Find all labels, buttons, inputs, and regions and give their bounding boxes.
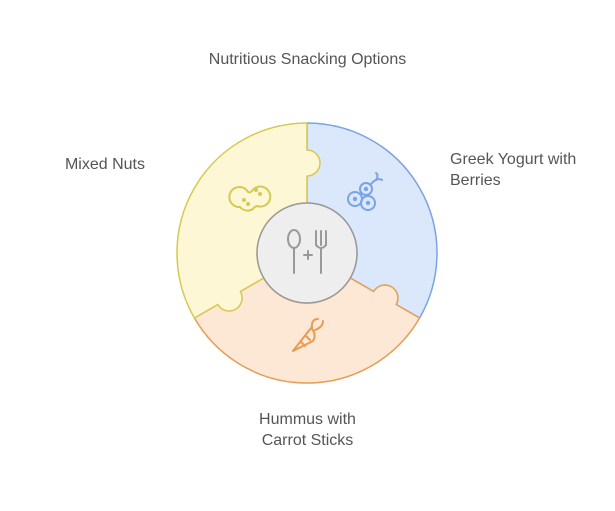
diagram-title: Nutritious Snacking Options <box>0 50 615 71</box>
label-hummus: Hummus withCarrot Sticks <box>0 410 615 452</box>
label-mixed-nuts: Mixed Nuts <box>65 155 145 176</box>
label-greek-yogurt: Greek Yogurt withBerries <box>450 150 576 192</box>
diagram-canvas: Nutritious Snacking Options Greek Yogurt… <box>0 0 615 506</box>
